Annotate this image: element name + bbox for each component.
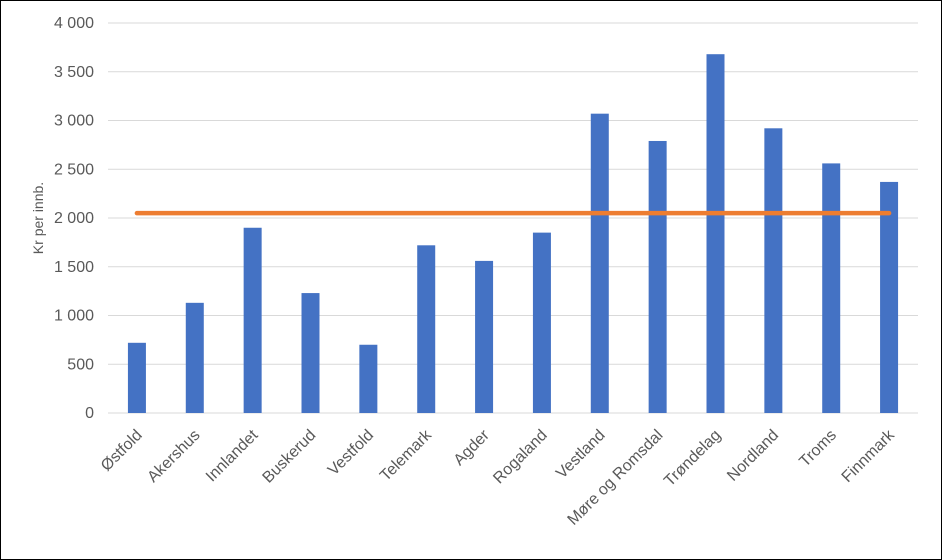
y-tick-label: 1 000: [54, 308, 94, 325]
y-tick-label: 3 000: [54, 113, 94, 130]
gridlines: [108, 22, 918, 365]
y-tick-label: 2 500: [54, 161, 94, 178]
bar: [590, 113, 609, 414]
y-tick-label: 4 000: [54, 15, 94, 32]
x-tick-label: Buskerud: [260, 427, 320, 487]
bar: [127, 342, 146, 413]
bar: [648, 140, 667, 413]
x-tick-label: Agder: [451, 426, 494, 469]
y-axis-label: Kr per innb.: [30, 182, 46, 254]
bar: [417, 245, 436, 413]
x-tick-label: Finnmark: [839, 426, 899, 486]
y-tick-label: 3 500: [54, 64, 94, 81]
bar: [706, 54, 725, 413]
bar: [243, 227, 262, 413]
x-tick-label: Vestland: [553, 427, 608, 482]
y-tick-label: 500: [67, 356, 94, 373]
y-tick-label: 0: [85, 405, 94, 422]
x-tick-label: Møre og Romsdal: [565, 427, 667, 529]
x-tick-label: Vestfold: [325, 427, 377, 479]
x-tick-label: Østfold: [98, 427, 146, 475]
x-tick-label: Rogaland: [490, 427, 550, 487]
x-tick-label: Troms: [796, 427, 840, 471]
bar: [764, 128, 783, 414]
bar: [475, 260, 494, 413]
bar: [185, 302, 204, 413]
bar-series: [127, 54, 899, 414]
y-axis-ticks: 0 500 1 000 1 500 2 000 2 500 3 000 3 500 4 000: [54, 15, 94, 422]
bar: [822, 163, 841, 413]
x-tick-label: Innlandet: [203, 426, 262, 485]
x-tick-label: Trøndelag: [661, 427, 724, 490]
bar: [301, 293, 320, 413]
y-tick-label: 1 500: [54, 259, 94, 276]
bar: [532, 232, 551, 413]
x-tick-label: Telemark: [377, 426, 436, 485]
bar: [359, 344, 378, 413]
y-tick-label: 2 000: [54, 210, 94, 227]
x-tick-label: Nordland: [724, 427, 782, 485]
x-tick-label: Akershus: [144, 427, 203, 486]
bar: [880, 181, 899, 413]
